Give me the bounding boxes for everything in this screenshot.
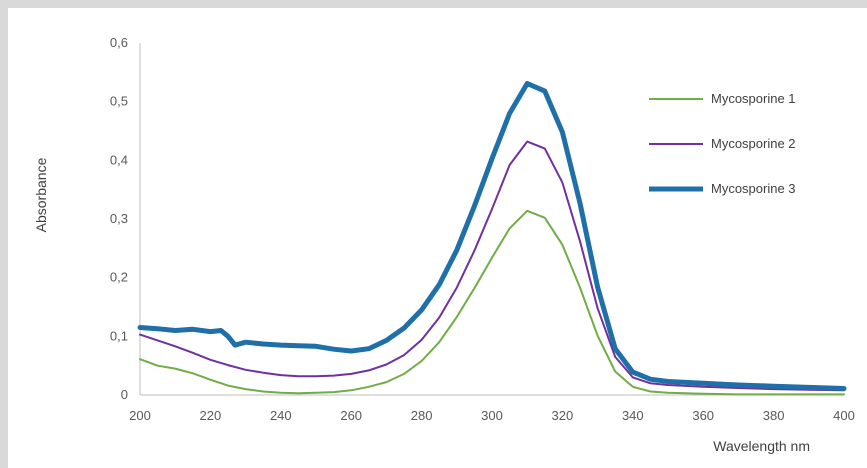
series-lines bbox=[137, 81, 847, 396]
x-tick-label: 380 bbox=[763, 408, 785, 423]
x-tick-label: 360 bbox=[692, 408, 714, 423]
line-chart: 0 0,1 0,2 0,3 0,4 0,5 0,6 200 220 240 260 280 300 32… bbox=[33, 35, 855, 454]
x-tick-label: 300 bbox=[481, 408, 503, 423]
legend-label-2: Mycosporine 2 bbox=[711, 136, 796, 151]
y-tick-label: 0,1 bbox=[110, 328, 128, 343]
series-line-3 bbox=[137, 81, 847, 391]
x-tick-label: 340 bbox=[622, 408, 644, 423]
series-line-1 bbox=[139, 209, 845, 396]
x-axis-title: Wavelength nm bbox=[713, 438, 810, 454]
x-tick-label: 220 bbox=[200, 408, 222, 423]
x-tick-label: 280 bbox=[411, 408, 433, 423]
y-tick-label: 0,5 bbox=[110, 94, 128, 109]
x-tick-label: 200 bbox=[129, 408, 151, 423]
x-tick-label: 400 bbox=[833, 408, 855, 423]
y-axis-title: Absorbance bbox=[33, 157, 49, 232]
x-tick-labels: 200 220 240 260 280 300 320 340 360 380 400 bbox=[129, 408, 855, 423]
y-tick-label: 0,4 bbox=[110, 152, 128, 167]
y-tick-label: 0,3 bbox=[110, 211, 128, 226]
x-tick-label: 260 bbox=[340, 408, 362, 423]
legend-label-3: Mycosporine 3 bbox=[711, 181, 796, 196]
x-tick-label: 240 bbox=[270, 408, 292, 423]
series-line-2 bbox=[139, 140, 845, 392]
y-tick-label: 0 bbox=[121, 387, 128, 402]
y-tick-labels: 0 0,1 0,2 0,3 0,4 0,5 0,6 bbox=[110, 35, 128, 402]
legend: Mycosporine 1 Mycosporine 2 Mycosporine 3 bbox=[649, 91, 796, 196]
x-tick-label: 320 bbox=[552, 408, 574, 423]
y-tick-label: 0,6 bbox=[110, 35, 128, 50]
legend-label-1: Mycosporine 1 bbox=[711, 91, 796, 106]
y-tick-label: 0,2 bbox=[110, 270, 128, 285]
chart-frame: 0 0,1 0,2 0,3 0,4 0,5 0,6 200 220 240 260 280 300 32… bbox=[8, 8, 867, 468]
